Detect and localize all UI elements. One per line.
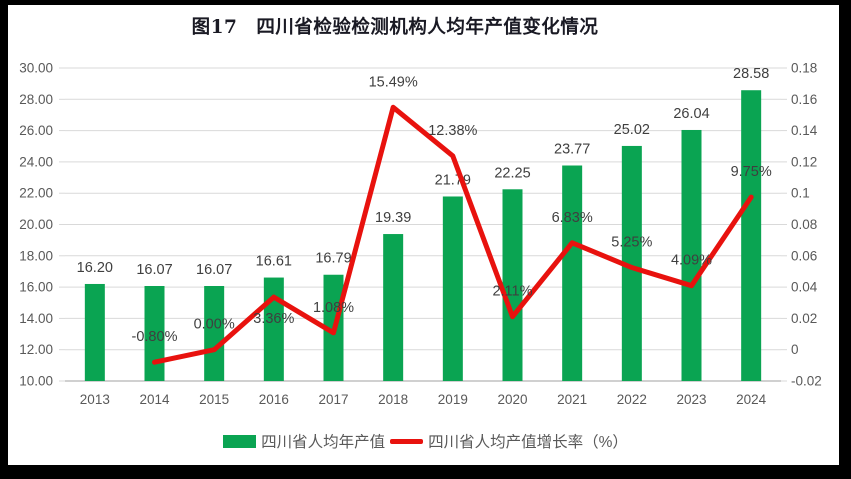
left-axis-tick-label: 30.00 <box>19 61 53 76</box>
bar-value-label: 19.39 <box>375 210 411 226</box>
bar-2023 <box>681 129 702 381</box>
left-axis-tick-label: 22.00 <box>19 186 53 201</box>
growth-value-label: 4.09% <box>671 253 712 269</box>
x-axis-tick-label: 2022 <box>617 392 647 407</box>
x-axis-tick-label: 2014 <box>139 392 170 407</box>
bar-value-label: 25.02 <box>614 122 650 138</box>
bar-value-label: 16.07 <box>136 262 172 278</box>
growth-value-label: 0.00% <box>194 317 235 333</box>
x-axis-tick-label: 2018 <box>378 392 408 407</box>
growth-value-label: 12.38% <box>428 123 477 139</box>
right-axis-tick-label: 0.18 <box>791 61 817 76</box>
bar-value-label: 16.20 <box>77 260 113 276</box>
right-axis-tick-label: 0.14 <box>791 123 818 138</box>
growth-value-label: 9.75% <box>731 164 772 180</box>
x-axis-tick-label: 2019 <box>438 392 468 407</box>
bar-2024 <box>741 90 762 382</box>
left-axis-tick-label: 10.00 <box>19 374 53 389</box>
right-axis-tick-label: 0.16 <box>791 92 817 107</box>
bar-2020 <box>502 189 523 381</box>
bar-2019 <box>442 196 463 381</box>
right-axis-tick-label: 0.12 <box>791 154 817 169</box>
legend-line-label: 四川省人均产值增长率（%） <box>428 434 628 451</box>
right-axis-tick-label: 0.06 <box>791 248 817 263</box>
right-axis-tick-label: 0.1 <box>791 186 810 201</box>
bar-2018 <box>383 234 404 381</box>
x-axis-tick-label: 2023 <box>676 392 706 407</box>
chart-title: 图17 四川省检验检测机构人均年产值变化情况 <box>191 17 599 38</box>
bar-value-label: 26.04 <box>673 106 709 122</box>
bar-value-label: 23.77 <box>554 141 590 157</box>
legend-bar-swatch-icon <box>223 434 257 448</box>
growth-value-label: 2.11% <box>492 284 532 300</box>
bar-2014 <box>144 286 165 381</box>
bar-value-label: 16.79 <box>315 251 351 267</box>
growth-line <box>152 104 754 365</box>
bar-value-label: 16.61 <box>256 254 292 270</box>
x-axis-tick-label: 2024 <box>736 392 767 407</box>
x-axis-tick-label: 2021 <box>557 392 587 407</box>
left-axis-tick-label: 28.00 <box>19 92 53 107</box>
x-axis-tick-label: 2013 <box>80 392 110 407</box>
x-axis-tick-label: 2016 <box>259 392 289 407</box>
x-axis-tick-label: 2020 <box>497 392 527 407</box>
legend-bar-label: 四川省人均年产值 <box>261 434 386 451</box>
bar-value-label: 16.07 <box>196 262 232 278</box>
left-axis-tick-label: 24.00 <box>19 154 53 169</box>
bar-value-label: 28.58 <box>733 66 769 82</box>
right-axis-tick-label: 0 <box>791 342 799 357</box>
x-axis-tick-label: 2017 <box>318 392 348 407</box>
growth-value-label: 5.25% <box>611 235 652 251</box>
right-axis-tick-label: -0.02 <box>791 374 822 389</box>
bar-2022 <box>621 145 642 381</box>
growth-value-label: 15.49% <box>369 74 418 90</box>
left-axis-tick-label: 26.00 <box>19 123 53 138</box>
legend: 四川省人均年产值 四川省人均产值增长率（%） <box>0 430 851 452</box>
growth-value-label: -0.80% <box>132 329 178 345</box>
left-axis-tick-label: 14.00 <box>19 311 53 326</box>
x-axis-tick-label: 2015 <box>199 392 229 407</box>
left-axis-tick-label: 18.00 <box>19 248 53 263</box>
growth-value-label: 6.83% <box>552 210 593 226</box>
right-axis-tick-label: 0.02 <box>791 311 817 326</box>
bar-2021 <box>562 165 583 381</box>
growth-value-label: 1.08% <box>313 300 354 316</box>
bar-value-label: 22.25 <box>494 165 530 181</box>
right-axis-tick-label: 0.04 <box>791 280 818 295</box>
legend-line-swatch-icon <box>390 438 424 444</box>
bar-2013 <box>84 283 105 381</box>
left-axis-tick-label: 20.00 <box>19 217 53 232</box>
bar-2015 <box>204 286 225 381</box>
right-axis-tick-label: 0.08 <box>791 217 817 232</box>
left-axis-tick-label: 12.00 <box>19 342 53 357</box>
left-axis-tick-label: 16.00 <box>19 280 53 295</box>
growth-value-label: 3.36% <box>253 311 294 327</box>
bar-2016 <box>263 277 284 381</box>
